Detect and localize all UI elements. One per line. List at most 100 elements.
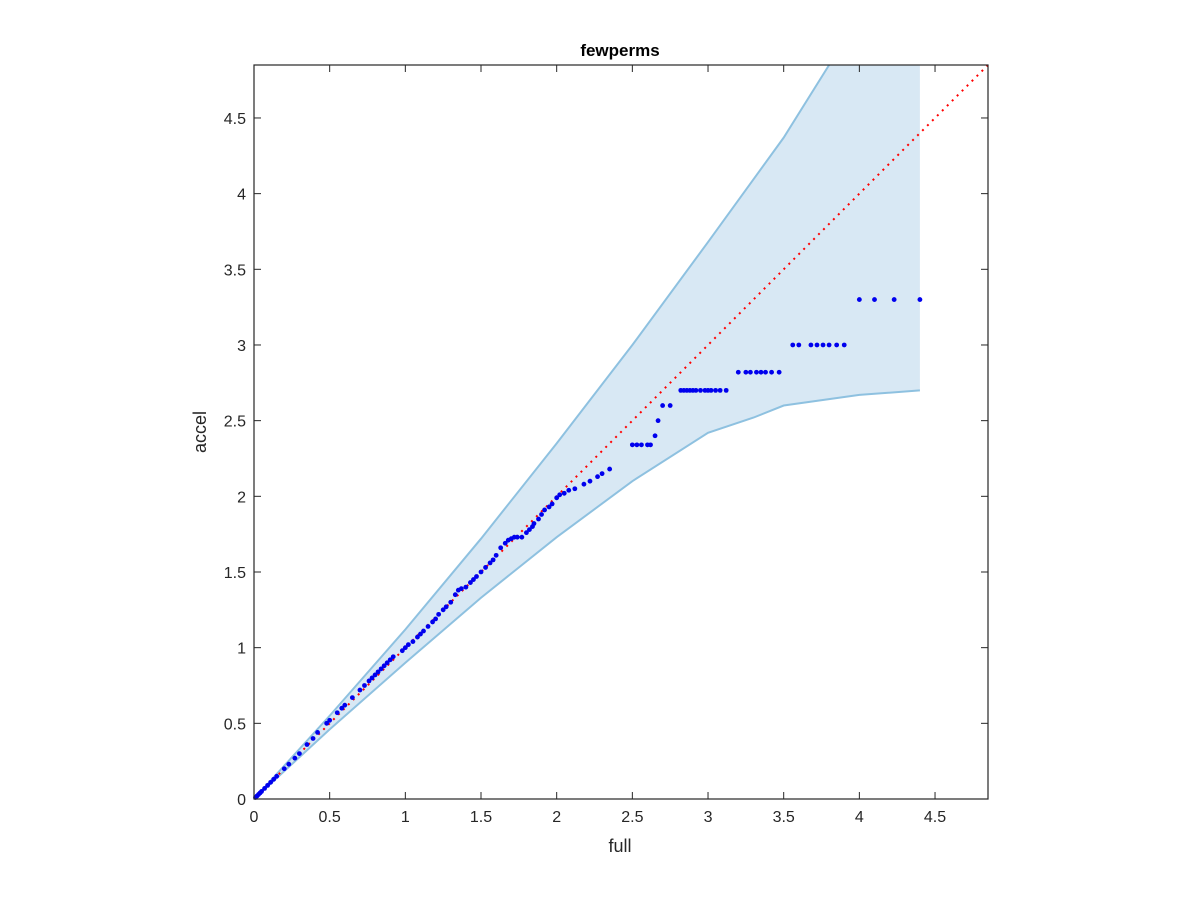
data-point	[891, 297, 897, 302]
data-point	[872, 297, 877, 302]
plot-area: 0 0.5 1 1.5 2 2.5 3 3.5 4 4.5 0 0.5 1 1.5 2 2.5 3 3.5 4 4.5	[224, 64, 989, 826]
data-point	[698, 387, 703, 393]
data-point	[415, 634, 420, 640]
data-point	[660, 403, 666, 408]
data-point	[493, 552, 499, 558]
data-point	[531, 521, 537, 526]
data-point	[292, 755, 298, 761]
data-point	[549, 501, 555, 507]
data-point	[655, 418, 661, 424]
data-point	[524, 530, 529, 536]
data-point	[599, 471, 605, 477]
y-tick-label: 1.5	[224, 565, 246, 582]
data-point	[402, 645, 408, 651]
data-point	[304, 742, 310, 747]
data-point	[717, 387, 723, 393]
data-point	[458, 586, 464, 592]
data-point	[758, 369, 764, 375]
data-point	[443, 604, 449, 610]
data-point	[310, 736, 316, 741]
y-tick-label: 3.5	[224, 262, 246, 279]
data-point	[557, 492, 563, 498]
data-point	[483, 565, 488, 570]
data-point	[478, 569, 484, 575]
data-point	[527, 527, 532, 533]
x-tick-label: 2	[552, 809, 561, 826]
data-point	[421, 628, 426, 634]
data-point	[713, 387, 718, 393]
data-point	[790, 342, 796, 348]
y-tick-label: 2.5	[224, 414, 246, 431]
band-lower-edge	[253, 389, 920, 800]
data-point	[834, 342, 840, 348]
data-point	[362, 683, 367, 688]
reference-diagonal-line	[253, 64, 989, 800]
data-point	[639, 442, 644, 448]
data-point	[652, 433, 658, 439]
data-point	[723, 387, 729, 393]
x-tick-label: 0	[250, 809, 259, 826]
data-point	[381, 663, 387, 669]
data-point	[743, 369, 749, 375]
data-point	[436, 611, 442, 617]
data-point	[634, 442, 640, 448]
data-point	[399, 648, 405, 654]
data-point	[342, 702, 348, 708]
data-point	[693, 387, 699, 393]
band-upper-edge	[253, 64, 830, 800]
data-point	[448, 599, 454, 605]
data-point	[372, 672, 378, 678]
data-point	[572, 486, 578, 492]
data-point	[334, 710, 340, 716]
data-point	[587, 478, 593, 484]
data-point	[747, 369, 753, 375]
data-point	[369, 675, 375, 681]
data-point	[754, 369, 759, 375]
confidence-band	[254, 65, 920, 799]
data-point	[262, 786, 267, 791]
data-point	[324, 720, 330, 726]
data-point	[281, 766, 287, 772]
x-axis-label: full	[608, 836, 631, 856]
data-point	[274, 773, 280, 779]
x-tick-label: 0.5	[319, 809, 341, 826]
data-point	[265, 782, 271, 788]
data-point	[487, 560, 493, 566]
axes-box	[253, 64, 989, 800]
data-point	[410, 639, 416, 645]
y-tick-label: 1	[237, 641, 246, 658]
data-point	[796, 342, 802, 348]
y-tick-label: 4.5	[224, 111, 246, 128]
data-point	[735, 369, 741, 375]
x-tick-label: 2.5	[621, 809, 643, 826]
data-point	[366, 678, 372, 684]
x-tick-label: 3	[704, 809, 713, 826]
data-point	[629, 442, 635, 448]
data-point	[471, 577, 476, 582]
data-point	[297, 751, 302, 756]
data-point	[841, 342, 847, 348]
data-point	[708, 387, 714, 393]
data-point	[519, 534, 525, 540]
data-point	[808, 342, 814, 348]
data-point	[498, 545, 504, 551]
data-point	[546, 504, 552, 510]
data-point	[581, 481, 587, 487]
y-tick-label: 3	[237, 338, 246, 355]
data-point	[820, 342, 826, 348]
data-point	[763, 369, 768, 375]
data-point	[430, 619, 435, 625]
data-point	[433, 616, 439, 622]
data-point	[595, 474, 600, 480]
data-point	[776, 369, 782, 375]
data-point	[327, 717, 333, 723]
data-point	[561, 490, 567, 496]
data-point	[554, 495, 560, 501]
data-point	[514, 534, 520, 540]
data-point	[378, 666, 384, 672]
data-point	[607, 466, 613, 472]
data-point	[667, 403, 673, 408]
data-point	[259, 789, 264, 794]
data-point	[539, 512, 544, 517]
